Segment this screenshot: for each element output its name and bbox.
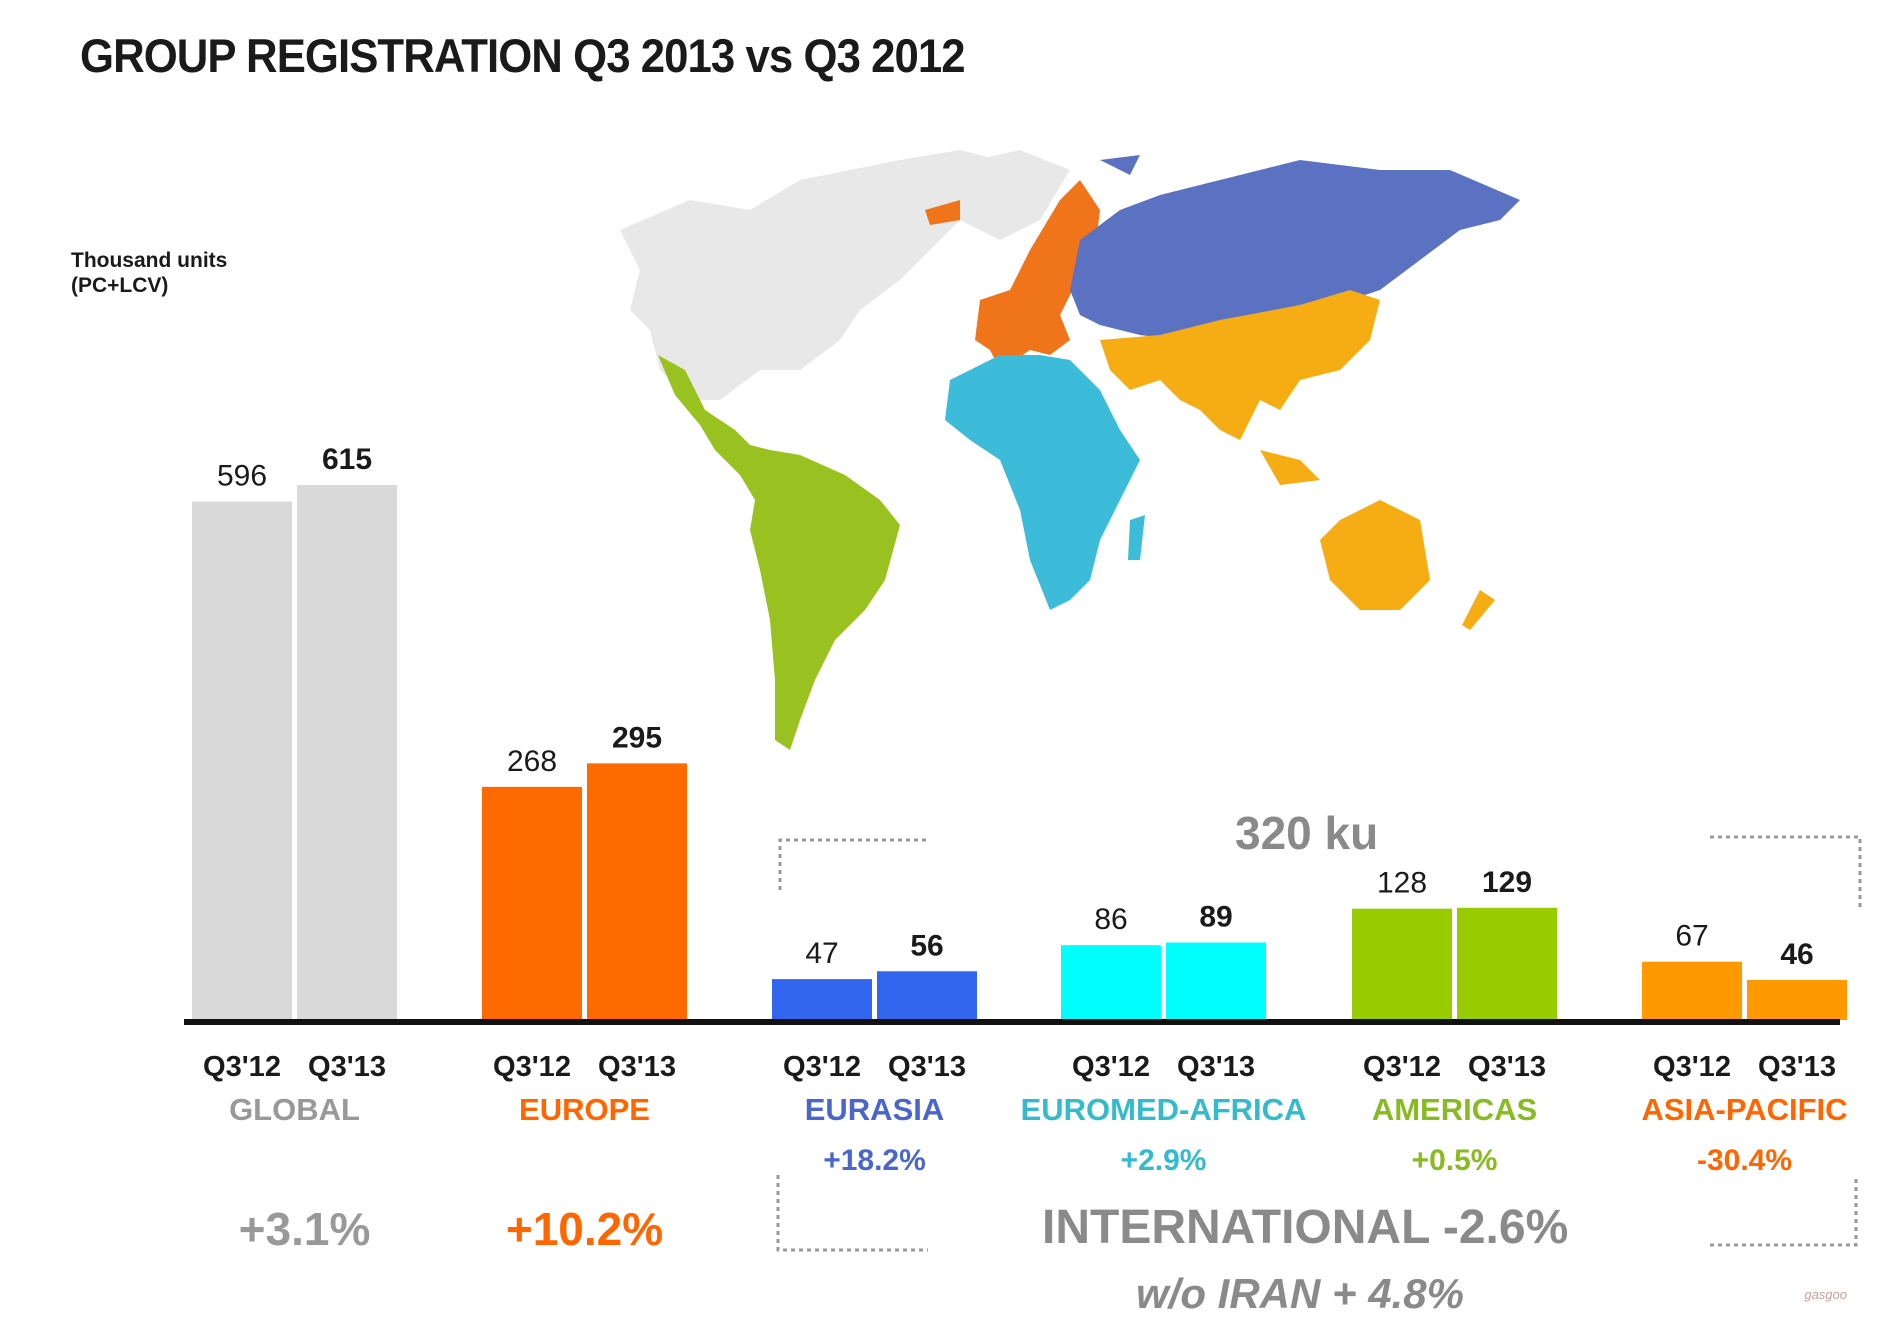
value-label-americas-q3-13: 129: [1482, 866, 1532, 899]
page-title: GROUP REGISTRATION Q3 2013 vs Q3 2012: [80, 29, 966, 82]
map-region-euromed-africa: [945, 355, 1145, 610]
change-label-eurasia: +18.2%: [823, 1144, 926, 1177]
international-change: INTERNATIONAL -2.6%: [1042, 1201, 1569, 1254]
period-label: Q3'12: [1363, 1051, 1441, 1083]
value-label-global-q3-12: 596: [217, 460, 267, 493]
bar-global-q3-12: [192, 501, 292, 1020]
change-label-americas: +0.5%: [1412, 1144, 1498, 1177]
map-region-latin-america: [658, 355, 900, 750]
bracket-top-right: [1710, 835, 1862, 910]
bar-global-q3-13: [297, 485, 397, 1020]
value-label-euromed-africa-q3-13: 89: [1199, 901, 1232, 934]
bar-europe-q3-12: [482, 786, 582, 1020]
category-label-americas: AMERICAS: [1372, 1092, 1537, 1127]
value-label-americas-q3-12: 128: [1377, 867, 1427, 900]
category-label-global: GLOBAL: [229, 1092, 360, 1127]
value-label-europe-q3-13: 295: [612, 721, 662, 754]
international-total: 320 ku: [1235, 807, 1379, 859]
period-label: Q3'13: [1758, 1051, 1836, 1083]
period-label: Q3'13: [888, 1051, 966, 1083]
map-region-eurasia: [1070, 155, 1520, 340]
value-label-eurasia-q3-12: 47: [805, 937, 838, 970]
bar-americas-q3-12: [1352, 908, 1452, 1020]
unit-line-1: Thousand units: [71, 249, 228, 272]
bracket-bottom-left: [776, 1175, 928, 1252]
bar-asia-pacific-q3-12: [1642, 961, 1742, 1020]
category-label-eurasia: EURASIA: [805, 1092, 945, 1127]
value-label-europe-q3-12: 268: [507, 745, 557, 778]
bar-americas-q3-13: [1457, 907, 1557, 1020]
bar-euromed-africa-q3-12: [1061, 945, 1161, 1020]
map-region-greenland: [930, 150, 1070, 240]
value-label-asia-pacific-q3-12: 67: [1675, 920, 1708, 953]
world-map: [620, 150, 1520, 750]
category-label-euromed-africa: EUROMED-AFRICA: [1021, 1092, 1307, 1127]
period-label: Q3'13: [1468, 1051, 1546, 1083]
period-label: Q3'13: [308, 1051, 386, 1083]
map-region-europe: [925, 180, 1100, 370]
bracket-top-left: [778, 838, 930, 890]
change-label-global: +3.1%: [239, 1203, 371, 1255]
change-label-euromed-africa: +2.9%: [1121, 1144, 1207, 1177]
category-label-asia-pacific: ASIA-PACIFIC: [1641, 1092, 1847, 1127]
value-label-asia-pacific-q3-13: 46: [1780, 938, 1813, 971]
bracket-bottom-right: [1710, 1175, 1858, 1247]
change-label-asia-pacific: -30.4%: [1697, 1144, 1792, 1177]
value-label-euromed-africa-q3-12: 86: [1094, 903, 1127, 936]
value-label-global-q3-13: 615: [322, 443, 372, 476]
period-label: Q3'12: [1653, 1051, 1731, 1083]
watermark: gasgoo: [1804, 1287, 1847, 1302]
unit-line-2: (PC+LCV): [71, 274, 169, 297]
period-label: Q3'13: [1177, 1051, 1255, 1083]
map-region-north-america: [620, 150, 1000, 400]
bar-euromed-africa-q3-13: [1166, 942, 1266, 1020]
value-label-eurasia-q3-13: 56: [910, 929, 943, 962]
period-label: Q3'12: [1072, 1051, 1150, 1083]
international-without-iran: w/o IRAN + 4.8%: [1136, 1270, 1464, 1317]
bar-asia-pacific-q3-13: [1747, 979, 1847, 1020]
bar-europe-q3-13: [587, 763, 687, 1020]
bar-eurasia-q3-13: [877, 971, 977, 1020]
period-label: Q3'13: [598, 1051, 676, 1083]
period-label: Q3'12: [203, 1051, 281, 1083]
bar-eurasia-q3-12: [772, 979, 872, 1020]
period-label: Q3'12: [783, 1051, 861, 1083]
change-label-europe: +10.2%: [506, 1203, 663, 1255]
category-label-europe: EUROPE: [519, 1092, 650, 1127]
map-region-asia-pacific: [1100, 290, 1495, 630]
period-label: Q3'12: [493, 1051, 571, 1083]
unit-note: Thousand units (PC+LCV): [71, 248, 227, 298]
